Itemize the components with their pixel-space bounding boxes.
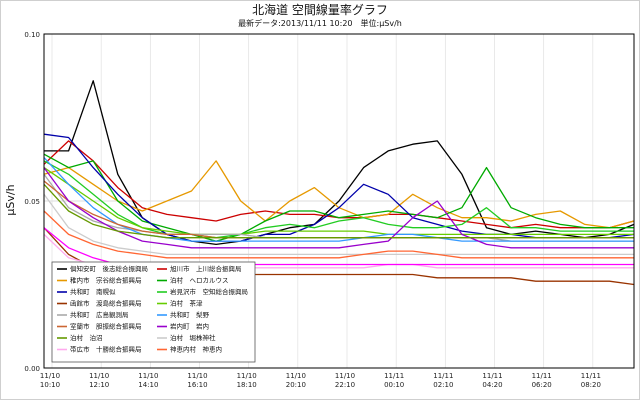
legend-label: 共和町 梨野 — [170, 310, 210, 319]
x-tick-date: 11/11 — [532, 372, 552, 380]
legend-label: 共和町 南幌似 — [70, 287, 116, 296]
series-line — [43, 167, 634, 249]
legend-label: 旭川市 上川総合振興局 — [170, 264, 242, 273]
chart-subtitle: 最新データ:2013/11/11 10:20 単位:μSv/h — [238, 18, 402, 28]
y-tick-label: 0.00 — [24, 365, 40, 373]
x-tick-time: 12:10 — [89, 381, 109, 389]
legend-box — [51, 261, 256, 363]
series-line — [43, 140, 635, 229]
chart-title: 北海道 空間線量率グラフ — [252, 2, 388, 17]
y-tick-label: 0.05 — [24, 198, 40, 206]
x-tick-date: 11/10 — [89, 372, 109, 380]
legend-label: 函館市 渡島総合振興局 — [70, 299, 142, 308]
series-line — [43, 183, 634, 239]
series-line — [43, 210, 634, 259]
x-tick-time: 22:10 — [335, 381, 355, 389]
y-tick-labels: 0.00 0.05 0.10 — [24, 31, 40, 373]
x-tick-time: 20:10 — [286, 381, 306, 389]
legend-label: 稚内市 宗谷総合振興局 — [70, 276, 142, 285]
y-axis-label: μSv/h — [4, 184, 17, 215]
x-tick-time: 04:20 — [482, 381, 502, 389]
x-tick-time: 00:10 — [384, 381, 404, 389]
x-tick-date: 11/10 — [286, 372, 306, 380]
legend-label: 泊村 茶津 — [170, 299, 203, 308]
x-tick-time: 10:10 — [40, 381, 60, 389]
series-lines — [43, 80, 635, 286]
x-tick-time: 14:10 — [138, 381, 158, 389]
plot-border — [43, 33, 635, 369]
x-tick-date: 11/11 — [384, 372, 404, 380]
x-tick-time: 02:10 — [433, 381, 453, 389]
x-tick-date: 11/10 — [187, 372, 207, 380]
x-tick-time: 08:20 — [581, 381, 601, 389]
x-tick-date: 11/10 — [138, 372, 158, 380]
legend-label: 帯広市 十勝総合振興局 — [70, 345, 142, 354]
x-tick-time: 16:10 — [187, 381, 207, 389]
legend-label: 岩見沢市 空知総合振興局 — [170, 287, 248, 296]
legend-label: 共和町 広島観測局 — [70, 310, 129, 319]
legend-label: 岩内町 岩内 — [170, 322, 209, 331]
x-tick-date: 11/10 — [335, 372, 355, 380]
legend-label: 泊村 泊沼 — [70, 333, 103, 342]
x-tick-date: 11/11 — [482, 372, 502, 380]
x-tick-date: 11/11 — [433, 372, 453, 380]
x-tick-time: 06:20 — [532, 381, 552, 389]
series-line — [43, 153, 634, 242]
legend-label: 神恵内村 神恵内 — [170, 345, 222, 354]
x-tick-time: 18:10 — [237, 381, 257, 389]
legend-label: 俱知安町 後志総合振興局 — [70, 264, 148, 273]
series-line — [43, 167, 634, 236]
legend-label: 泊村 ヘロカルウス — [170, 276, 229, 285]
x-tick-labels: 11/1010:1011/1012:1011/1014:1011/1016:10… — [40, 372, 601, 389]
series-line — [43, 193, 634, 256]
legend-label: 泊村 堀株神社 — [170, 333, 216, 342]
y-tick-label: 0.10 — [24, 31, 40, 39]
x-tick-date: 11/10 — [40, 372, 60, 380]
x-tick-date: 11/10 — [237, 372, 257, 380]
legend-label: 室蘭市 胆振総合振興局 — [70, 322, 142, 331]
x-tick-date: 11/11 — [581, 372, 601, 380]
